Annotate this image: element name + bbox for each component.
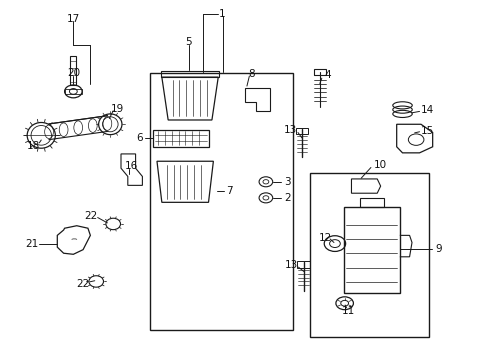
- Text: 9: 9: [435, 244, 442, 253]
- Text: 10: 10: [373, 160, 386, 170]
- Text: 16: 16: [125, 161, 138, 171]
- Bar: [64, 89, 82, 94]
- Text: 21: 21: [25, 239, 38, 249]
- Bar: [295, 128, 307, 134]
- Text: 19: 19: [110, 104, 123, 113]
- Text: 17: 17: [66, 14, 80, 23]
- Text: 15: 15: [420, 126, 433, 136]
- Text: 5: 5: [185, 37, 191, 48]
- Text: 13: 13: [285, 260, 298, 270]
- Bar: [149, 73, 292, 330]
- Text: 20: 20: [67, 68, 80, 78]
- Bar: [309, 173, 428, 337]
- Text: 12: 12: [318, 233, 331, 243]
- Text: 11: 11: [341, 306, 354, 316]
- Text: 4: 4: [324, 70, 331, 80]
- Bar: [297, 261, 309, 267]
- Text: 2: 2: [284, 193, 290, 203]
- Bar: [313, 69, 325, 75]
- Text: 6: 6: [136, 133, 143, 143]
- Bar: [359, 198, 383, 207]
- Text: 8: 8: [248, 68, 255, 78]
- Bar: [70, 57, 76, 85]
- Text: 7: 7: [225, 186, 232, 197]
- Bar: [153, 130, 209, 147]
- Text: 18: 18: [26, 141, 40, 152]
- Text: 13: 13: [283, 125, 296, 135]
- Bar: [343, 207, 399, 293]
- Text: 22: 22: [84, 211, 98, 221]
- Text: 14: 14: [420, 105, 433, 115]
- Text: 1: 1: [219, 9, 225, 19]
- Text: 22: 22: [76, 279, 89, 289]
- Text: 3: 3: [284, 177, 290, 187]
